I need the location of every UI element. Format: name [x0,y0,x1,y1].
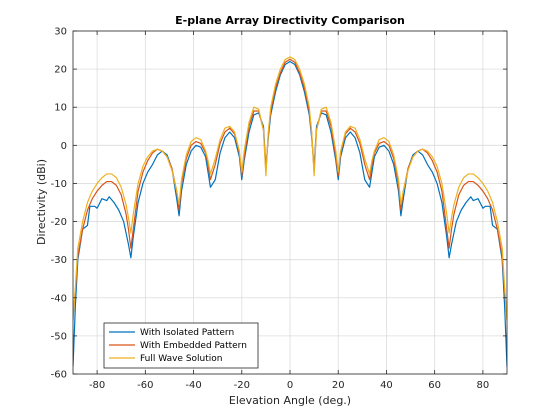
x-tick-label: 80 [477,380,490,391]
y-tick-label: -60 [51,370,67,381]
plot-area: -80 -60 -40 -20 0 20 40 60 80 -60 -50 -40 -30 -20 -10 0… [51,27,508,391]
y-axis-label: Directivity (dBi) [35,159,48,245]
x-axis-label: Elevation Angle (deg.) [229,394,351,407]
x-tick-label: 60 [428,380,441,391]
series-line-1 [73,60,507,367]
chart-title: E-plane Array Directivity Comparison [175,14,405,27]
y-tick-label: 30 [54,27,67,38]
series-line-3 [73,56,507,321]
y-tick-label: -50 [51,331,67,342]
y-tick-label: 10 [54,103,67,114]
y-tick-label: -40 [51,293,67,304]
x-tick-label: -40 [185,380,201,391]
x-tick-label: 0 [287,380,293,391]
y-tick-label: -10 [51,179,67,190]
legend-label-2: With Embedded Pattern [140,341,247,351]
y-tick-label: -30 [51,255,67,266]
legend-label-1: With Isolated Pattern [140,328,234,338]
legend: With Isolated Pattern With Embedded Patte… [103,322,259,369]
x-tick-label: -80 [89,380,105,391]
x-tick-label: -60 [137,380,153,391]
y-tick-label: -20 [51,217,67,228]
series-layer [73,56,507,367]
x-tick-label: 20 [332,380,345,391]
x-tick-label: -20 [234,380,250,391]
series-line-2 [73,58,507,317]
legend-label-3: Full Wave Solution [140,354,222,364]
x-tick-label: 40 [380,380,393,391]
y-tick-label: 20 [54,65,67,76]
y-tick-label: 0 [61,141,67,152]
axis-ticks: -80 -60 -40 -20 0 20 40 60 80 -60 -50 -40 -30 -20 -10 0… [51,27,507,391]
